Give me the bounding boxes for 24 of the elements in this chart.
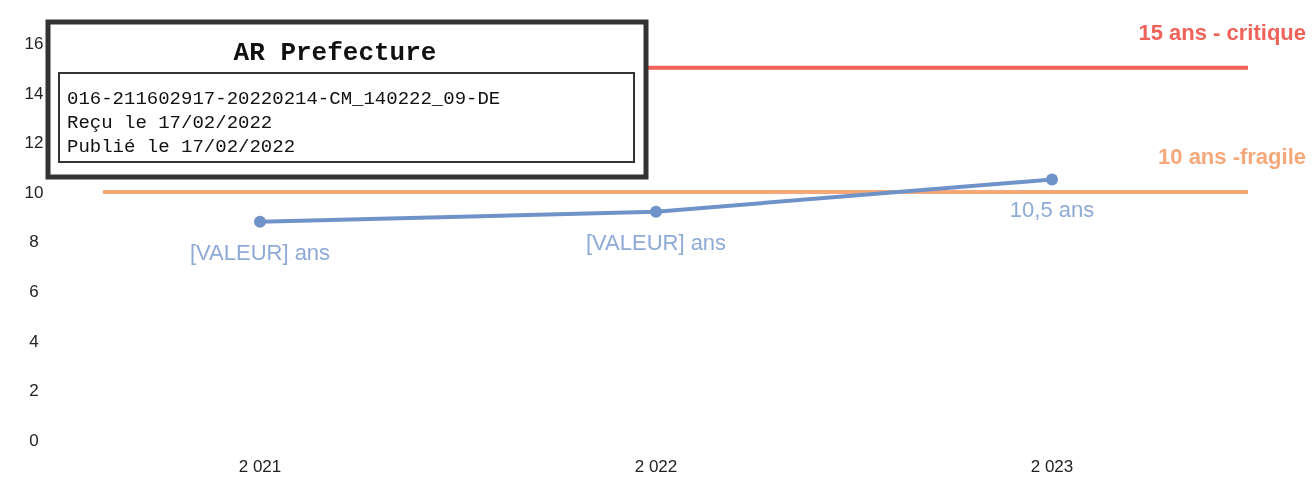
data-label: 10,5 ans — [1009, 197, 1095, 223]
y-tick-label: 14 — [24, 83, 44, 103]
ref-line-label: 10 ans -fragile — [1158, 143, 1306, 169]
ref-line-label: 15 ans - critique — [1138, 19, 1306, 45]
y-tick-label: 8 — [29, 232, 39, 252]
data-label: [VALEUR] ans — [189, 239, 331, 265]
point — [1046, 173, 1058, 186]
y-tick-label: 6 — [29, 282, 39, 302]
point — [254, 215, 266, 228]
point — [650, 205, 662, 218]
data-label: [VALEUR] ans — [585, 229, 727, 255]
y-tick-label: 12 — [24, 133, 44, 153]
y-tick-label: 16 — [24, 33, 44, 53]
y-tick-label: 4 — [29, 331, 39, 351]
annotation: 016-211602917-20220214-CM_140222_09-DE — [67, 88, 501, 110]
y-tick-label: 10 — [24, 182, 44, 202]
x-tick-label: 2 021 — [238, 457, 282, 476]
annotation: AR Prefecture — [233, 38, 437, 68]
y-tick-label: 2 — [29, 381, 39, 401]
x-tick-label: 2 022 — [634, 457, 678, 476]
x-tick-label: 2 023 — [1030, 457, 1074, 476]
y-tick-label: 0 — [29, 430, 39, 450]
annotation: Reçu le 17/02/2022 — [67, 112, 273, 134]
annotation: Publié le 17/02/2022 — [67, 136, 296, 158]
